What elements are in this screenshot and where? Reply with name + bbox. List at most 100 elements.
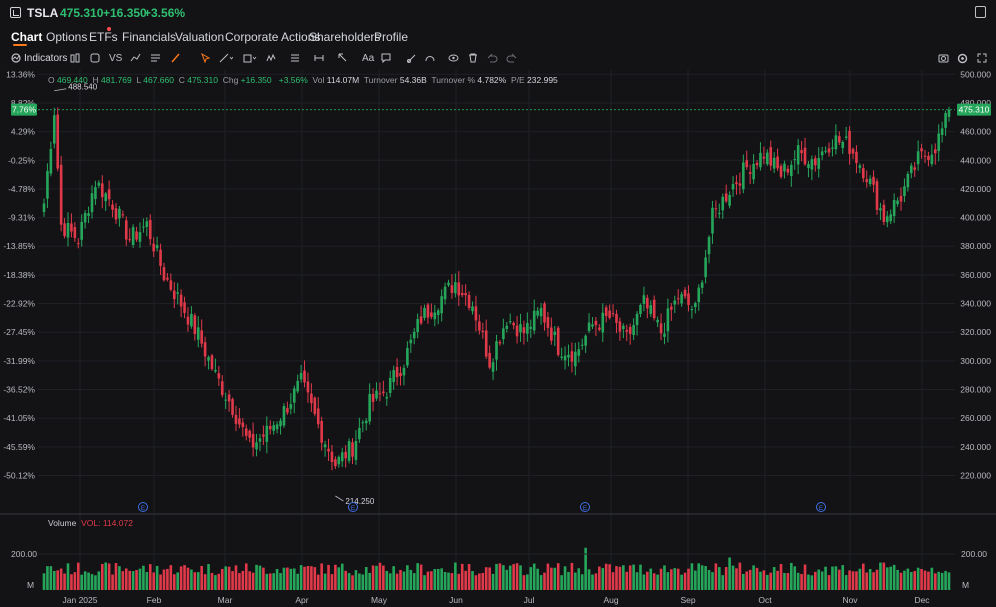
trash-icon[interactable] [468,53,478,67]
candle-body [152,243,155,252]
candle-body [728,194,731,206]
candle-body [820,151,824,156]
ohlc-change: +16.350 [240,75,272,85]
volume-bar [728,557,731,590]
volume-bar [159,574,162,590]
percent-tick-label: -22.92% [3,299,35,309]
exit-icon[interactable] [975,6,986,18]
candle-body [454,282,457,294]
tab-profile[interactable]: Profile [374,30,409,44]
volume-bar [704,566,707,590]
tab-etfs[interactable]: ETFs [89,30,118,44]
volume-bar [104,562,108,590]
candle-body [203,342,207,357]
candle-body [868,178,872,185]
candle-body [478,321,481,331]
indicators-button[interactable]: Indicators [24,53,68,64]
candle-body [426,304,430,318]
draw-rect-icon[interactable] [90,53,100,67]
volume-bar [70,574,73,590]
volume-bar [940,572,944,590]
eye-icon[interactable] [448,53,459,67]
volume-bar [656,574,659,590]
candle-type-icon[interactable] [70,53,80,67]
candle-body [498,341,502,344]
percent-tick-label: 13.36% [6,69,35,79]
volume-bar [930,567,934,590]
volume-bar [841,565,845,590]
redo-icon[interactable] [506,53,517,67]
pattern-tool-icon[interactable] [266,53,280,67]
tab-financials[interactable]: Financials [122,30,177,44]
fib-tool-icon[interactable] [290,53,304,67]
volume-bar [543,572,546,590]
tab-corporate-actions[interactable]: Corporate Actions [225,30,321,44]
candle-body [769,147,773,166]
candle-body [474,306,478,321]
comment-tool-icon[interactable] [381,53,392,67]
volume-bar [495,563,498,590]
volume-bar [299,565,303,590]
volume-bar [923,570,927,590]
tab-shareholders[interactable]: Shareholders [309,30,381,44]
volume-bar [718,567,721,590]
tab-chart[interactable]: Chart [11,30,43,44]
volume-bar [611,572,615,590]
volume-bar [532,563,536,590]
fullscreen-icon[interactable] [977,53,987,67]
volume-bar [296,573,299,590]
candle-body [66,222,70,238]
undo-icon[interactable] [487,53,498,67]
list-icon[interactable] [150,53,161,67]
camera-icon[interactable] [938,53,949,67]
tab-options[interactable]: Options [46,30,88,44]
compare-icon[interactable] [130,53,141,67]
volume-tick-label: 200.00 [961,549,987,559]
volume-bar [220,568,224,590]
candle-body [598,327,601,330]
shape-tool-icon[interactable] [243,53,257,67]
candle-body [752,163,755,180]
magnet-icon[interactable] [406,53,417,67]
price-change: +16.350 [103,6,147,20]
volume-bar [786,573,790,590]
candle-body [186,316,190,325]
settings-icon[interactable] [957,53,968,67]
price-tick-label: 300.000 [960,356,991,366]
volume-bar [203,574,207,590]
percent-tick-label: -36.52% [3,385,35,395]
text-tool-button[interactable]: Aa [362,53,375,64]
volume-bar [76,562,80,590]
lock-icon[interactable] [425,53,439,67]
volume-bar [872,572,875,590]
candle-body [234,414,238,424]
candle-body [121,214,125,216]
vs-button[interactable]: VS [109,53,123,64]
chart-symbol-icon[interactable] [10,7,21,18]
line-tool-icon[interactable] [219,53,233,67]
candle-body [416,319,419,332]
volume-bar [371,565,375,590]
candle-body [745,160,749,168]
percent-tick-label: -13.85% [3,241,35,251]
candle-body [258,438,262,442]
candle-body [848,130,851,154]
volume-bar [265,573,269,590]
measure-tool-icon[interactable] [314,53,328,67]
candle-body [265,425,269,442]
indicators-icon[interactable] [11,53,21,67]
candle-body [488,352,491,368]
brush-icon[interactable] [170,53,181,67]
arrow-tool-icon[interactable] [338,53,352,67]
tab-valuation[interactable]: Valuation [175,30,225,44]
candle-body [107,189,111,200]
volume-bar [111,574,114,590]
x-tick-label: Sep [680,595,695,605]
cursor-icon[interactable] [201,53,211,67]
volume-bar [570,562,574,590]
candle-body [227,394,231,402]
volume-bar [790,562,793,590]
volume-bar [354,570,358,590]
